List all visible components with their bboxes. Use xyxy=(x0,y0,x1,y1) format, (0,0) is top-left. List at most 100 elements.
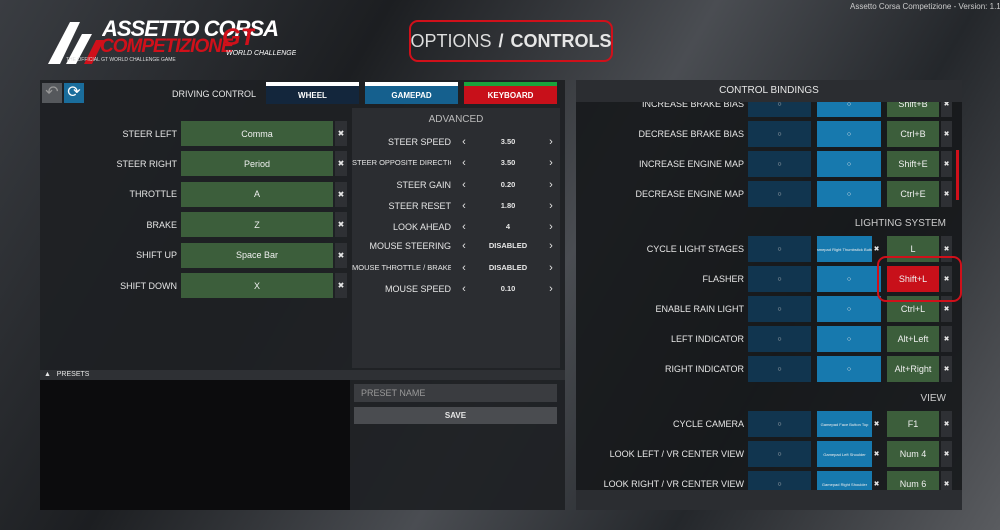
preset-name-input[interactable]: PRESET NAME xyxy=(354,384,557,402)
wheel-binding[interactable]: ○ xyxy=(748,121,811,147)
clear-button[interactable]: ✖ xyxy=(941,236,952,262)
key-binding[interactable]: Ctrl+B xyxy=(887,121,939,147)
clear-button[interactable]: ✖ xyxy=(941,471,952,490)
gamepad-binding[interactable]: Gamepad Left Shoulder xyxy=(817,441,872,467)
binding-key[interactable]: A xyxy=(181,181,333,207)
action-label: LOOK LEFT / VR CENTER VIEW xyxy=(609,449,744,459)
clear-button[interactable]: ✖ xyxy=(335,121,347,146)
wheel-binding[interactable]: ○ xyxy=(748,102,811,117)
clear-button[interactable]: ✖ xyxy=(941,411,952,437)
binding-key[interactable]: Period xyxy=(181,151,333,177)
key-binding[interactable]: Shift+E xyxy=(887,151,939,177)
version: Assetto Corsa Competizione - Version: 1.… xyxy=(850,2,1000,11)
wheel-binding[interactable]: ○ xyxy=(748,471,811,490)
clear-button[interactable]: ✖ xyxy=(941,326,952,352)
wheel-binding[interactable]: ○ xyxy=(748,411,811,437)
key-binding[interactable]: Num 6 xyxy=(887,471,939,490)
clear-button[interactable]: ✖ xyxy=(335,151,347,177)
arrow-left[interactable]: ‹ xyxy=(462,200,466,212)
arrow-right[interactable]: › xyxy=(549,179,553,191)
clear-button[interactable]: ✖ xyxy=(941,266,952,292)
clear-button[interactable]: ✖ xyxy=(873,421,880,428)
save-button[interactable]: SAVE xyxy=(354,407,557,424)
binding-key[interactable]: X xyxy=(181,273,333,298)
wheel-binding[interactable]: ○ xyxy=(748,151,811,177)
clear-button[interactable]: ✖ xyxy=(941,441,952,467)
title-section[interactable]: OPTIONS xyxy=(410,30,492,51)
clear-button[interactable]: ✖ xyxy=(873,451,880,458)
arrow-left[interactable]: ‹ xyxy=(462,221,466,233)
tab[interactable]: GAMEPAD xyxy=(365,86,458,104)
gamepad-binding[interactable]: ○ xyxy=(817,102,881,117)
arrow-right[interactable]: › xyxy=(549,200,553,212)
arrow-right[interactable]: › xyxy=(549,221,553,233)
wheel-binding[interactable]: ○ xyxy=(748,181,811,207)
key-binding[interactable]: Alt+Left xyxy=(887,326,939,352)
key-binding[interactable]: Shift+B xyxy=(887,102,939,117)
driving-control-label: DRIVING CONTROL xyxy=(171,89,256,99)
clear-button[interactable]: ✖ xyxy=(941,356,952,382)
gamepad-binding[interactable]: ○ xyxy=(817,121,881,147)
key-binding[interactable]: F1 xyxy=(887,411,939,437)
arrow-left[interactable]: ‹ xyxy=(462,240,466,252)
gamepad-binding[interactable]: ○ xyxy=(817,266,881,292)
gamepad-binding[interactable]: Gamepad Face Button Top xyxy=(817,411,872,437)
arrow-left[interactable]: ‹ xyxy=(462,157,466,169)
arrow-right[interactable]: › xyxy=(549,240,553,252)
arrow-left[interactable]: ‹ xyxy=(462,283,466,295)
key-binding[interactable]: Num 4 xyxy=(887,441,939,467)
key-binding[interactable]: Alt+Right xyxy=(887,356,939,382)
wheel-binding[interactable]: ○ xyxy=(748,441,811,467)
action-label: CYCLE CAMERA xyxy=(672,419,744,429)
gamepad-binding[interactable]: Gamepad Right Thumbstick Button xyxy=(817,236,872,262)
clear-button[interactable]: ✖ xyxy=(335,181,347,207)
gamepad-binding[interactable]: Gamepad Right Shoulder xyxy=(817,471,872,490)
arrow-right[interactable]: › xyxy=(549,136,553,148)
clear-button[interactable]: ✖ xyxy=(335,242,347,268)
binding-key[interactable]: Z xyxy=(181,212,333,238)
gamepad-binding[interactable]: ○ xyxy=(817,326,881,352)
clear-button[interactable]: ✖ xyxy=(335,212,347,238)
wheel-binding[interactable]: ○ xyxy=(748,326,811,352)
wheel-binding[interactable]: ○ xyxy=(748,236,811,262)
clear-button[interactable]: ✖ xyxy=(873,481,880,488)
action-label: INCREASE BRAKE BIAS xyxy=(641,102,744,109)
gamepad-binding[interactable]: ○ xyxy=(817,151,881,177)
key-binding[interactable]: Shift+L xyxy=(887,266,939,292)
setting-label: MOUSE STEERING xyxy=(369,241,451,251)
action-label: LOOK RIGHT / VR CENTER VIEW xyxy=(603,479,744,489)
clear-button[interactable]: ✖ xyxy=(941,181,952,207)
gamepad-binding[interactable]: ○ xyxy=(817,296,881,322)
setting-label: STEER SPEED xyxy=(387,137,451,147)
wheel-binding[interactable]: ○ xyxy=(748,266,811,292)
clear-button[interactable]: ✖ xyxy=(873,246,880,253)
presets-bar[interactable] xyxy=(40,370,565,380)
clear-button[interactable]: ✖ xyxy=(335,273,347,298)
clear-button[interactable]: ✖ xyxy=(941,151,952,177)
arrow-left[interactable]: ‹ xyxy=(462,262,466,274)
clear-button[interactable]: ✖ xyxy=(941,296,952,322)
setting-label: STEER RESET xyxy=(388,201,451,211)
key-binding[interactable]: Ctrl+E xyxy=(887,181,939,207)
refresh-button[interactable]: ⟳ xyxy=(64,83,84,103)
clear-button[interactable]: ✖ xyxy=(941,102,952,117)
clear-button[interactable]: ✖ xyxy=(941,121,952,147)
scrollbar[interactable] xyxy=(956,150,959,200)
binding-key[interactable]: Space Bar xyxy=(181,242,333,268)
gamepad-binding[interactable]: ○ xyxy=(817,181,881,207)
arrow-left[interactable]: ‹ xyxy=(462,136,466,148)
arrow-right[interactable]: › xyxy=(549,157,553,169)
gamepad-binding[interactable]: ○ xyxy=(817,356,881,382)
action-label: ENABLE RAIN LIGHT xyxy=(655,304,744,314)
wheel-binding[interactable]: ○ xyxy=(748,356,811,382)
tab[interactable]: KEYBOARD xyxy=(464,86,557,104)
arrow-right[interactable]: › xyxy=(549,283,553,295)
binding-key[interactable]: Comma xyxy=(181,121,333,146)
tab[interactable]: WHEEL xyxy=(266,86,359,104)
arrow-right[interactable]: › xyxy=(549,262,553,274)
arrow-left[interactable]: ‹ xyxy=(462,179,466,191)
undo-button[interactable]: ↶ xyxy=(42,83,62,103)
wheel-binding[interactable]: ○ xyxy=(748,296,811,322)
setting-value: DISABLED xyxy=(488,241,528,250)
bindings-footer xyxy=(576,490,962,510)
